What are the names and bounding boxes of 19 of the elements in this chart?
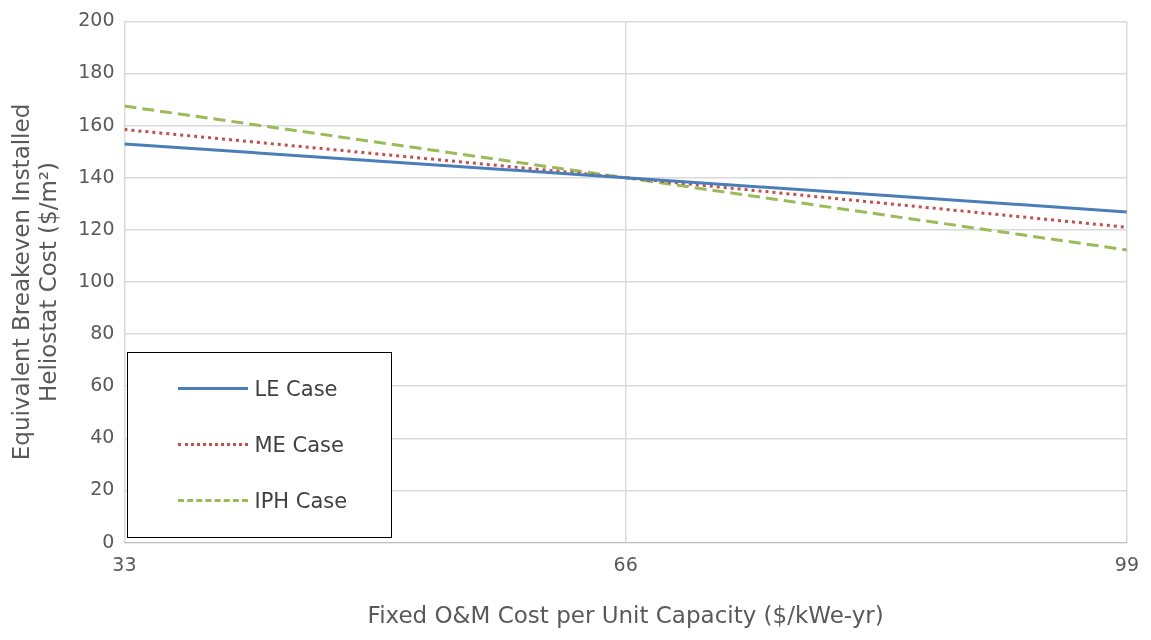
legend-label: IPH Case [254,488,348,513]
y-tick-label: 60 [90,373,115,396]
y-tick-label: 120 [78,216,115,239]
y-axis-title: Equivalent Breakeven Installed Heliostat Cost ($/m²) [7,103,62,461]
y-tick-label: 140 [78,164,115,187]
legend-label: LE Case [254,376,338,401]
x-tick-label: 33 [112,552,137,575]
y-tick-label: 80 [90,321,115,344]
legend-label: ME Case [254,432,344,457]
y-tick-label: 180 [78,60,115,83]
y-tick-label: 100 [78,268,115,291]
x-tick-label: 66 [613,552,638,575]
x-tick-label: 99 [1114,552,1140,575]
x-axis-title: Fixed O&M Cost per Unit Capacity ($/kWe-yr) [367,602,884,629]
y-tick-label: 40 [90,425,115,448]
y-tick-label: 20 [90,477,115,500]
y-tick-label: 0 [102,529,115,552]
y-tick-label: 200 [78,8,115,31]
y-tick-label: 160 [78,112,115,135]
